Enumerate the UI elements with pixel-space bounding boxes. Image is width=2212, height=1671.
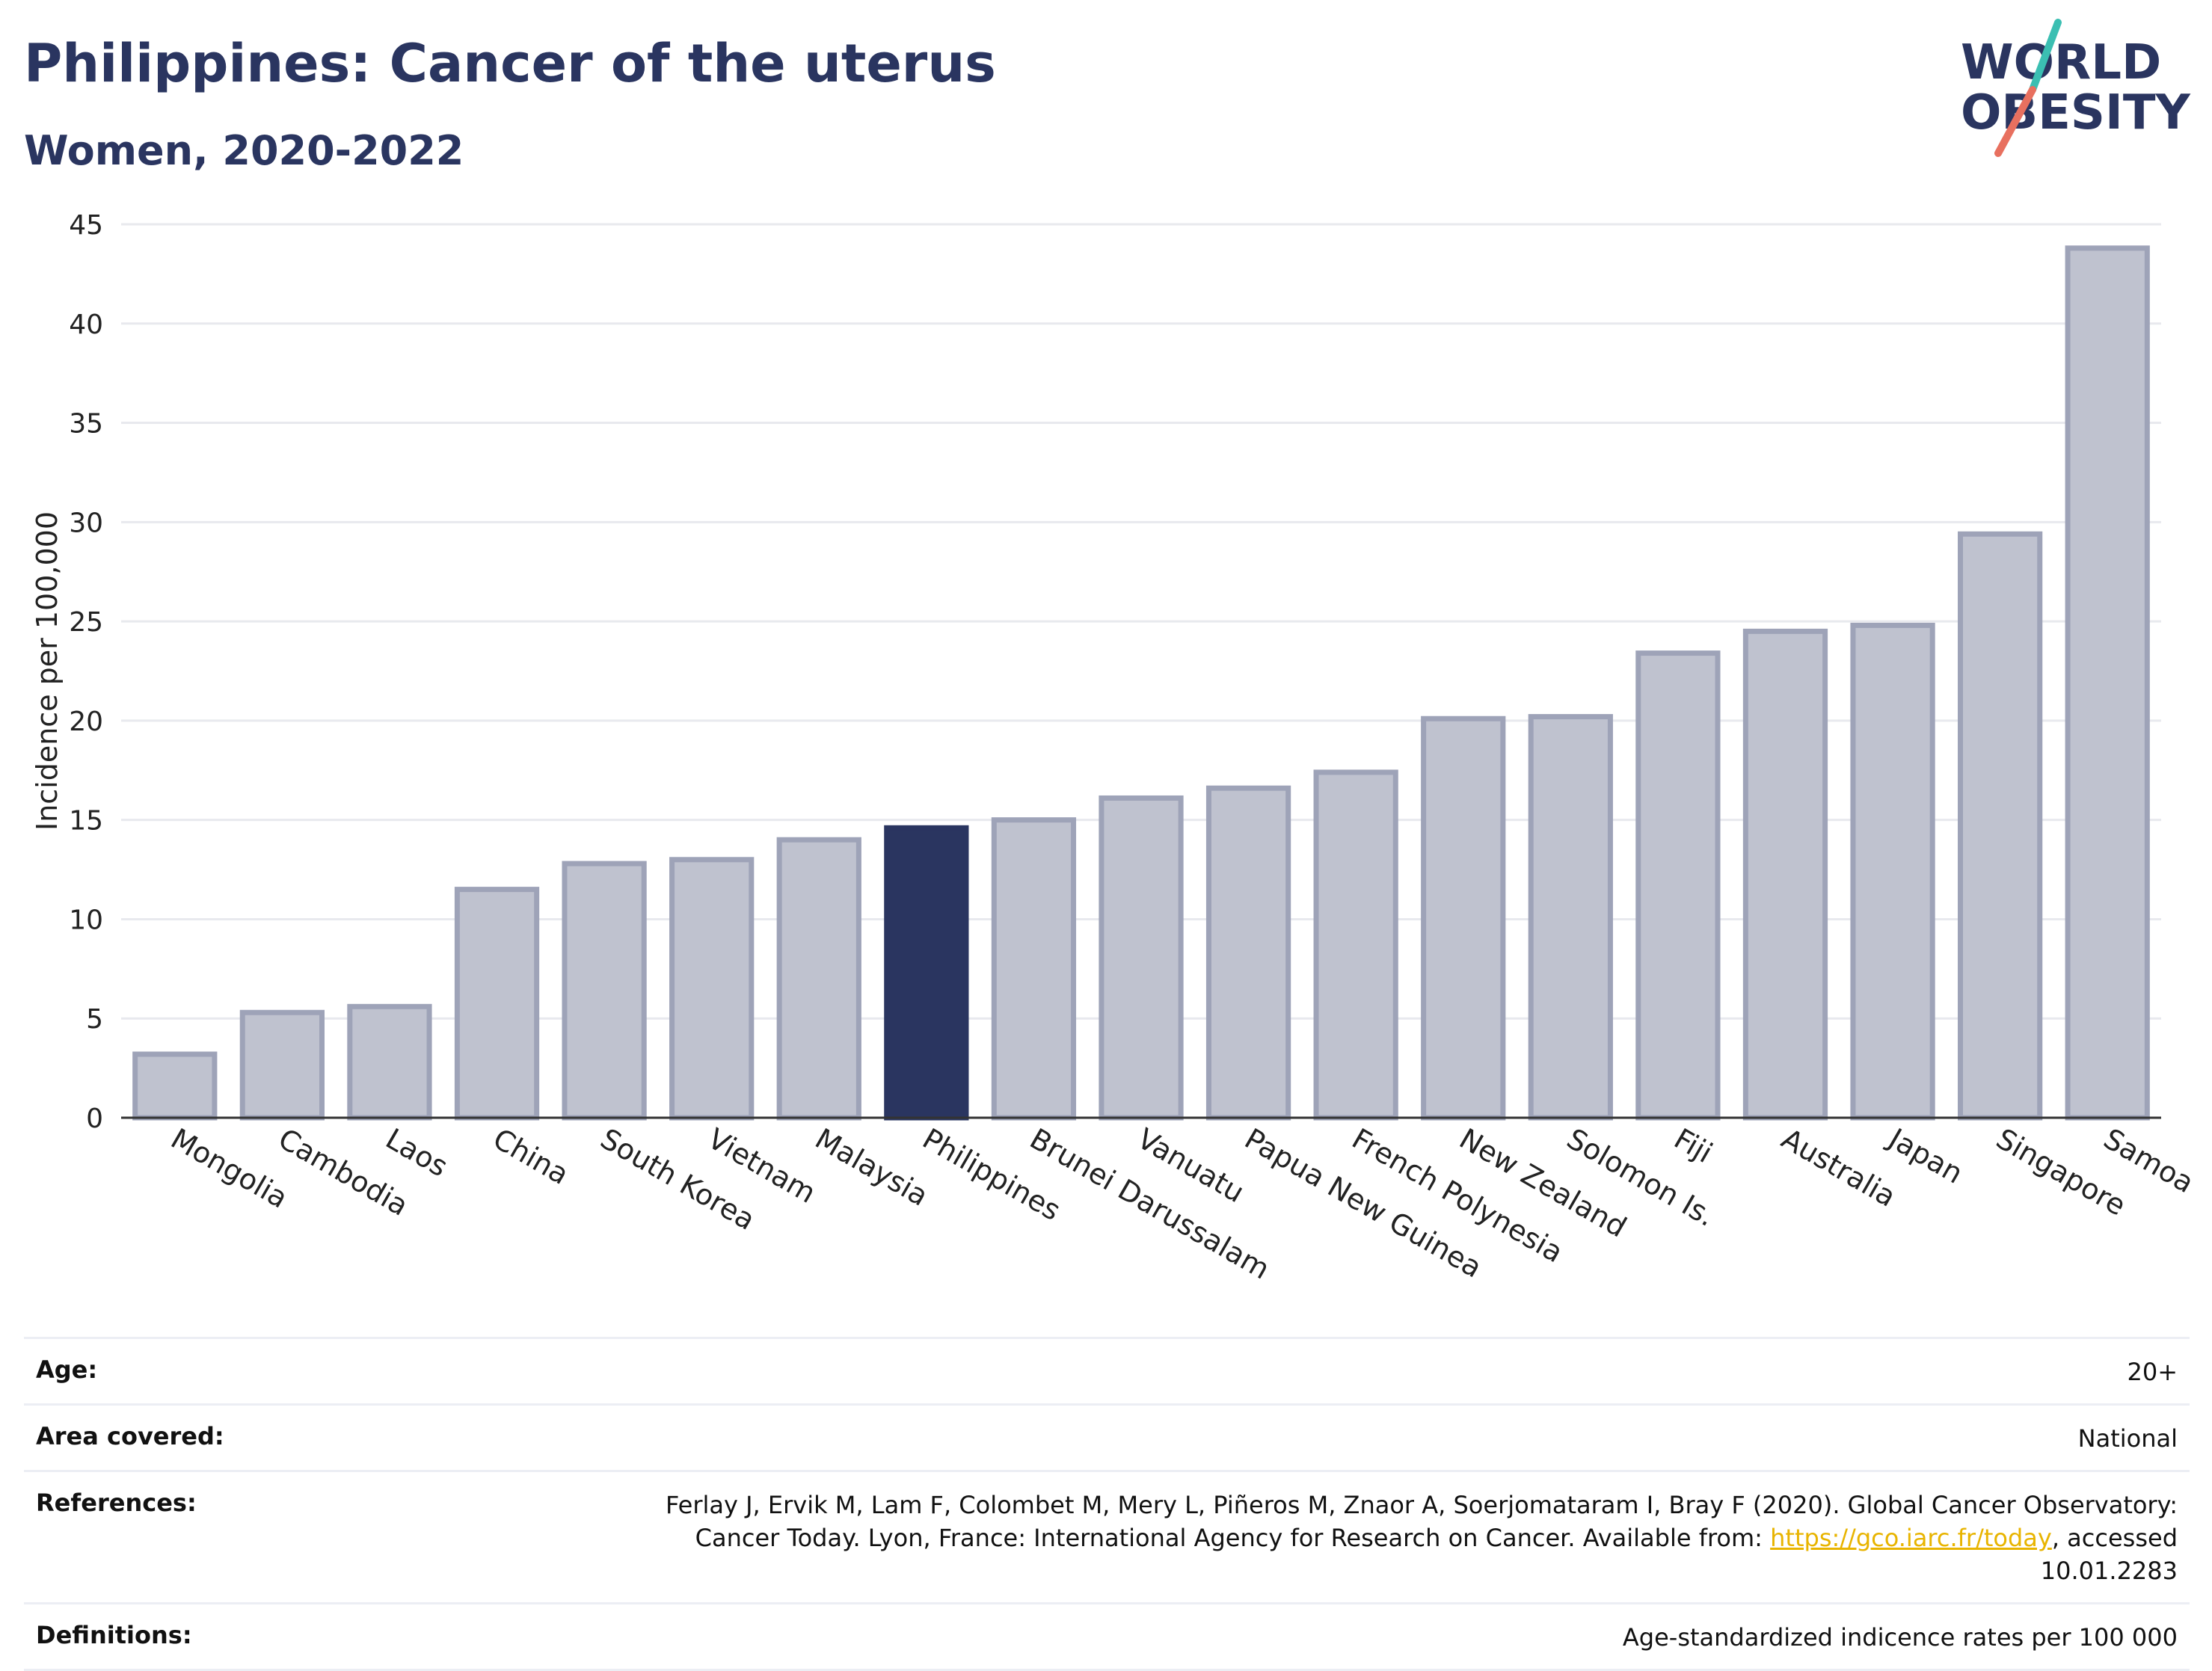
- bar: [1958, 531, 2043, 1121]
- meta-references-value: Ferlay J, Ervik M, Lam F, Colombet M, Me…: [607, 1489, 2178, 1587]
- meta-age-value: 20+: [2127, 1358, 2178, 1386]
- bar: [1205, 785, 1291, 1121]
- references-accessed: , accessed 10.01.2283: [2040, 1524, 2178, 1585]
- bar: [991, 817, 1077, 1121]
- bar: [1099, 795, 1184, 1121]
- x-tick-label: Laos: [380, 1122, 453, 1184]
- meta-definitions-label: Definitions:: [36, 1621, 192, 1649]
- y-tick-label: 0: [86, 1104, 103, 1134]
- x-tick-label: China: [488, 1122, 574, 1191]
- references-link[interactable]: https://gco.iarc.fr/today: [1770, 1524, 2052, 1552]
- x-tick-label: Japan: [1882, 1121, 1969, 1190]
- bar: [239, 1009, 325, 1121]
- x-tick-label: Australia: [1776, 1122, 1902, 1213]
- y-tick-label: 20: [69, 707, 103, 737]
- x-tick-label: Malaysia: [810, 1122, 934, 1213]
- y-tick-label: 5: [86, 1004, 103, 1035]
- y-axis-title: Incidence per 100,000: [31, 511, 64, 831]
- bar-chart: 0 5 10 15 20 25 30 35 40 45 Incidence per 100,000 M…: [31, 210, 2199, 1286]
- y-tick-label: 35: [69, 409, 103, 440]
- y-tick-label: 40: [69, 310, 103, 340]
- logo-text-obesity: OBESITY: [1961, 85, 2190, 141]
- bar: [454, 887, 540, 1121]
- bar: [562, 861, 647, 1121]
- bar: [1528, 714, 1613, 1121]
- meta-references-label: References:: [36, 1489, 197, 1517]
- bar: [1850, 622, 1935, 1121]
- x-tick-label: Fiji: [1668, 1122, 1718, 1169]
- meta-area-value: National: [2077, 1424, 2178, 1453]
- world-obesity-logo: WORLD OBESITY: [1961, 19, 2190, 157]
- bar: [669, 857, 755, 1121]
- meta-row-definitions: Definitions: Age-standardized indicence …: [24, 1602, 2190, 1671]
- bar: [2065, 245, 2150, 1121]
- bar: [347, 1003, 432, 1121]
- y-tick-label: 45: [69, 210, 103, 241]
- references-text: Ferlay J, Ervik M, Lam F, Colombet M, Me…: [666, 1491, 2178, 1552]
- bar: [1313, 769, 1398, 1121]
- logo-text-world: WORLD: [1961, 35, 2161, 90]
- bar: [132, 1051, 218, 1121]
- logo-slash-teal: [2029, 19, 2062, 93]
- y-tick-label: 15: [69, 806, 103, 837]
- bar: [1635, 650, 1721, 1121]
- meta-area-label: Area covered:: [36, 1422, 224, 1450]
- metadata-table: Age: 20+ Area covered: National Referenc…: [24, 1337, 2190, 1671]
- bar: [884, 825, 969, 1121]
- y-tick-label: 10: [69, 905, 103, 935]
- chart-title: Philippines: Cancer of the uterus: [24, 33, 996, 94]
- bar: [776, 837, 861, 1121]
- meta-row-references: References: Ferlay J, Ervik M, Lam F, Co…: [24, 1470, 2190, 1602]
- logo-slash-red: [1994, 86, 2036, 157]
- meta-row-area: Area covered: National: [24, 1403, 2190, 1470]
- bar: [1742, 628, 1828, 1121]
- meta-row-age: Age: 20+: [24, 1337, 2190, 1403]
- y-tick-label: 25: [69, 607, 103, 638]
- chart-subtitle: Women, 2020-2022: [24, 127, 464, 174]
- meta-definitions-value: Age-standardized indicence rates per 100…: [1622, 1623, 2178, 1652]
- x-tick-label: Mongolia: [165, 1122, 293, 1215]
- y-tick-label: 30: [69, 508, 103, 538]
- bar: [1421, 716, 1506, 1121]
- meta-age-label: Age:: [36, 1355, 98, 1384]
